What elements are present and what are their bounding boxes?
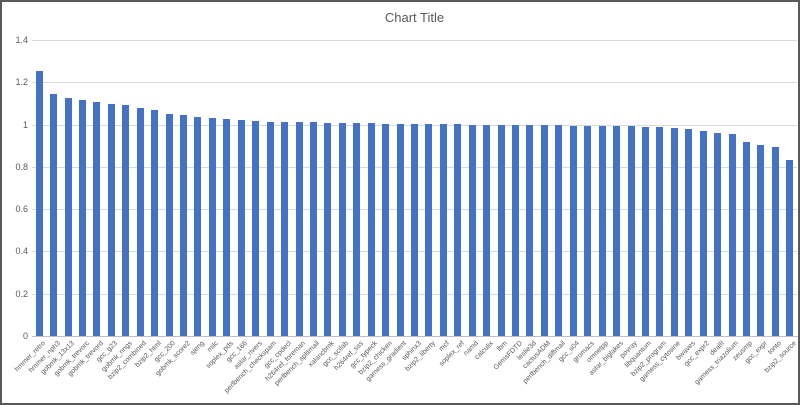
bar[interactable] <box>512 125 520 336</box>
bar[interactable] <box>728 134 736 336</box>
bar[interactable] <box>252 121 260 336</box>
y-axis-tick-label: 1.2 <box>15 77 28 88</box>
chart-title[interactable]: Chart Title <box>384 10 445 25</box>
plot-area <box>32 40 797 336</box>
bar[interactable] <box>266 122 274 336</box>
bar[interactable] <box>382 124 390 336</box>
y-axis-tick-label: 0.4 <box>15 246 28 257</box>
bar[interactable] <box>208 118 216 336</box>
bar[interactable] <box>281 122 289 336</box>
bar[interactable] <box>367 123 375 336</box>
bar[interactable] <box>425 124 433 336</box>
bar[interactable] <box>93 102 101 336</box>
gridline <box>32 82 797 84</box>
bar[interactable] <box>627 126 635 336</box>
bar[interactable] <box>786 160 794 336</box>
bar[interactable] <box>180 115 188 336</box>
bar[interactable] <box>584 126 592 336</box>
y-axis-tick-label: 0.8 <box>15 161 28 172</box>
bar[interactable] <box>35 71 43 336</box>
bar[interactable] <box>396 124 404 336</box>
bar[interactable] <box>223 119 231 336</box>
bar[interactable] <box>670 128 678 336</box>
bar[interactable] <box>50 94 58 336</box>
bar[interactable] <box>122 105 130 336</box>
y-axis-tick-label: 0.6 <box>15 204 28 215</box>
x-axis-line <box>32 336 798 337</box>
bar[interactable] <box>497 125 505 336</box>
bar[interactable] <box>237 120 245 336</box>
bar[interactable] <box>685 129 693 336</box>
bar[interactable] <box>742 142 750 336</box>
bar[interactable] <box>165 114 173 336</box>
bar[interactable] <box>151 110 159 336</box>
bar[interactable] <box>295 122 303 336</box>
bar[interactable] <box>194 117 202 336</box>
bar[interactable] <box>338 123 346 336</box>
bar[interactable] <box>714 133 722 336</box>
bar[interactable] <box>656 127 664 336</box>
bar[interactable] <box>454 124 462 336</box>
bar[interactable] <box>136 108 144 336</box>
bar[interactable] <box>540 125 548 336</box>
y-axis-tick-label: 0.2 <box>15 288 28 299</box>
bar[interactable] <box>613 126 621 336</box>
bar[interactable] <box>64 98 72 336</box>
bar[interactable] <box>526 125 534 336</box>
bar[interactable] <box>107 104 115 336</box>
bar[interactable] <box>771 147 779 336</box>
y-axis-tick-label: 1 <box>22 119 28 130</box>
bar[interactable] <box>699 131 707 336</box>
bar[interactable] <box>468 125 476 336</box>
bar[interactable] <box>324 123 332 336</box>
bar[interactable] <box>439 124 447 336</box>
y-axis-tick-label: 0 <box>22 331 28 341</box>
bar[interactable] <box>353 123 361 336</box>
bar[interactable] <box>641 127 649 336</box>
bar[interactable] <box>483 125 491 336</box>
bar[interactable] <box>555 125 563 336</box>
bar[interactable] <box>598 126 606 336</box>
bar[interactable] <box>411 124 418 336</box>
bar[interactable] <box>757 145 765 336</box>
y-axis-tick-label: 1.4 <box>15 35 28 45</box>
bar[interactable] <box>79 100 87 336</box>
gridline <box>32 40 797 41</box>
bar[interactable] <box>569 126 577 336</box>
bar[interactable] <box>309 122 317 336</box>
